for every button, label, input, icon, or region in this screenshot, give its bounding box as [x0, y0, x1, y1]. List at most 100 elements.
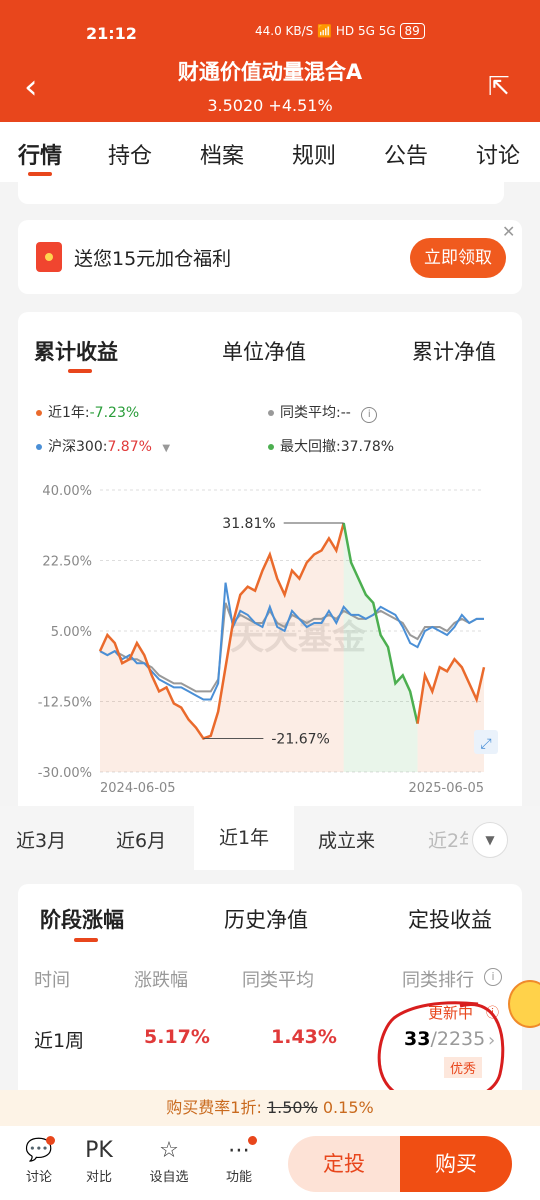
fund-change: +4.51%	[268, 96, 333, 115]
chart-tab-unit-nav[interactable]: 单位净值	[222, 340, 306, 364]
col-header-peer-rank: 同类排行	[402, 970, 474, 991]
stage-tab-performance[interactable]: 阶段涨幅	[40, 908, 124, 932]
fee-prefix: 购买费率1折:	[166, 1098, 262, 1117]
legend-index-dot	[36, 444, 42, 450]
fee-discount: 0.15%	[322, 1098, 374, 1117]
close-icon[interactable]: ✕	[502, 222, 516, 241]
period-3m[interactable]: 近3月	[16, 830, 67, 852]
dingtou-button[interactable]: 定投	[288, 1136, 400, 1192]
period-6m[interactable]: 近6月	[116, 830, 167, 852]
info-icon[interactable]: i	[361, 407, 378, 423]
bottom-bar: 💬 讨论 PK 对比 ☆ 设自选 ⋯ 功能 定投 购买	[0, 1126, 540, 1200]
promo-card[interactable]: 送您15元加仓福利 立即领取 ✕	[18, 220, 522, 294]
fee-original: 1.50%	[266, 1098, 318, 1117]
header: 21:12 44.0 KB/S 📶 HD 5G 5G 89 ‹ 财通价值动量混合…	[0, 0, 540, 122]
legend-index-value: 7.87%	[107, 439, 152, 455]
expand-periods-icon[interactable]: ▼	[472, 822, 508, 858]
max-annotation: 31.81%	[222, 516, 275, 532]
col-header-period: 时间	[34, 970, 70, 991]
period-1y[interactable]: 近1年	[194, 806, 294, 870]
more-icon: ⋯	[228, 1138, 250, 1163]
chevron-right-icon[interactable]: ›	[488, 1030, 496, 1051]
row-change: 5.17%	[144, 1026, 210, 1048]
y-tick-label: 22.50%	[42, 555, 92, 570]
rank-value: 33/2235	[404, 1028, 485, 1050]
star-icon: ☆	[159, 1138, 179, 1163]
status-bar: 21:12 44.0 KB/S 📶 HD 5G 5G 89	[0, 18, 540, 46]
fund-nav-line: 3.5020 +4.51%	[0, 96, 540, 115]
nav-functions[interactable]: ⋯ 功能	[214, 1136, 264, 1185]
y-tick-label: 5.00%	[51, 625, 92, 640]
status-time: 21:12	[86, 24, 137, 43]
pk-icon: PK	[85, 1138, 113, 1163]
fund-title: 财通价值动量混合A	[177, 60, 363, 84]
rank-total: /2235	[430, 1028, 486, 1050]
chevron-left-icon[interactable]: ‹	[24, 67, 38, 107]
period-since-inception[interactable]: 成立来	[318, 830, 376, 852]
nav-discuss[interactable]: 💬 讨论	[14, 1136, 64, 1185]
nav-compare-label: 对比	[85, 1170, 112, 1185]
nav-watchlist[interactable]: ☆ 设自选	[144, 1136, 194, 1185]
x-tick-label: 2024-06-05	[100, 781, 176, 796]
legend-fund-label: 近1年:	[48, 405, 90, 421]
legend-peer: 同类平均:-- i	[268, 402, 378, 423]
notification-dot	[248, 1136, 257, 1145]
legend-peer-dot	[268, 410, 274, 416]
legend-drawdown-value: 37.78%	[340, 439, 395, 455]
y-tick-label: 40.00%	[42, 484, 92, 499]
expand-icon[interactable]	[474, 730, 498, 754]
updating-label: 更新中	[428, 1004, 474, 1022]
active-tab-indicator	[28, 172, 52, 176]
fund-line	[98, 522, 345, 740]
battery-level: 89	[399, 23, 425, 39]
col-header-change: 涨跌幅	[134, 970, 188, 991]
chart-card: 累计收益 单位净值 累计净值 近1年:-7.23% 同类平均:-- i 沪深30…	[18, 312, 522, 806]
buy-button[interactable]: 购买	[400, 1136, 512, 1192]
row-peer-avg: 1.43%	[271, 1026, 337, 1048]
signal-5g-2: 5G	[378, 24, 396, 38]
previous-card	[18, 176, 504, 204]
legend-index[interactable]: 沪深300:7.87% ▼	[36, 436, 170, 456]
share-icon[interactable]: ⇱	[488, 72, 510, 102]
updating-info-icon[interactable]: ⓘ	[486, 1006, 500, 1021]
chart-tab-cumulative-return[interactable]: 累计收益	[34, 340, 118, 364]
row-period: 近1周	[34, 1030, 85, 1052]
excellent-badge: 优秀	[444, 1057, 483, 1078]
legend-drawdown-dot	[268, 444, 274, 450]
period-2y[interactable]: 近2年	[428, 830, 468, 852]
legend-fund: 近1年:-7.23%	[36, 402, 139, 422]
tab-market[interactable]: 行情	[18, 144, 63, 169]
min-annotation: -21.67%	[271, 731, 329, 747]
legend-index-label: 沪深300:	[48, 439, 108, 455]
fund-area	[417, 659, 484, 772]
stage-tab-dingtou-return[interactable]: 定投收益	[408, 908, 492, 932]
y-tick-label: -30.00%	[38, 766, 92, 781]
main-tabs: 行情 持仓 档案 规则 公告 讨论	[0, 122, 540, 182]
legend-peer-label: 同类平均:	[280, 405, 341, 421]
nav-compare[interactable]: PK 对比	[74, 1136, 124, 1185]
chat-icon: 💬	[25, 1138, 53, 1163]
caret-down-icon[interactable]: ▼	[162, 443, 171, 454]
mascot-icon[interactable]	[508, 980, 540, 1028]
rank-info-icon[interactable]: i	[484, 968, 502, 986]
return-chart[interactable]: 天天基金 40.00% 22.50% 5.00% -12.50% -30.00% 2024-…	[18, 474, 522, 804]
tab-profile[interactable]: 档案	[200, 144, 245, 169]
chart-tab-indicator	[68, 369, 92, 373]
tab-rules[interactable]: 规则	[292, 144, 337, 169]
network-speed: 44.0 KB/S	[255, 24, 314, 38]
notification-dot	[46, 1136, 55, 1145]
fund-area	[100, 522, 344, 772]
legend-fund-dot	[36, 410, 42, 416]
tab-discussion[interactable]: 讨论	[476, 144, 521, 169]
claim-button[interactable]: 立即领取	[410, 238, 506, 278]
fund-nav: 3.5020	[207, 96, 264, 115]
drawdown-line	[342, 522, 419, 724]
nav-discuss-label: 讨论	[25, 1170, 52, 1185]
chart-tab-accum-nav[interactable]: 累计净值	[412, 340, 496, 364]
tab-notices[interactable]: 公告	[384, 144, 429, 169]
stage-tab-history-nav[interactable]: 历史净值	[224, 908, 308, 932]
tab-holdings[interactable]: 持仓	[108, 144, 153, 169]
period-selector: 近3月 近6月 近1年 成立来 近2年 ▼	[0, 806, 540, 870]
rank-number: 33	[404, 1028, 431, 1050]
nav-functions-label: 功能	[225, 1170, 252, 1185]
